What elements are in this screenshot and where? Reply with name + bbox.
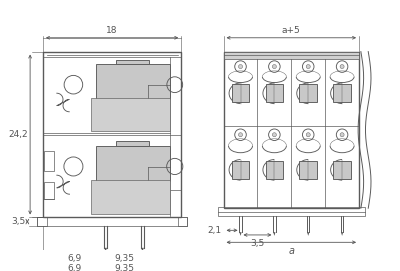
Polygon shape [104, 248, 107, 251]
Text: a: a [288, 246, 294, 256]
Circle shape [272, 133, 276, 137]
Bar [333, 85, 351, 102]
Text: 2,1: 2,1 [208, 226, 222, 235]
Polygon shape [239, 232, 242, 236]
Polygon shape [273, 232, 276, 236]
Circle shape [238, 133, 242, 137]
Bar [96, 64, 170, 99]
Circle shape [340, 64, 344, 69]
Bar [44, 151, 54, 171]
Bar [43, 51, 181, 217]
Bar [266, 85, 283, 102]
Text: 6,9: 6,9 [67, 254, 82, 263]
Bar [178, 217, 187, 226]
Bar [116, 60, 149, 64]
Text: 24,2: 24,2 [9, 130, 28, 139]
Bar [218, 207, 364, 216]
Text: a+5: a+5 [282, 26, 301, 35]
Circle shape [272, 64, 276, 69]
Bar [232, 85, 249, 102]
Bar [91, 98, 170, 131]
Bar [96, 146, 170, 181]
Bar [300, 161, 317, 179]
Bar [38, 217, 47, 226]
Text: 9,35: 9,35 [114, 254, 134, 263]
Bar [333, 161, 351, 179]
Circle shape [306, 133, 310, 137]
Text: 18: 18 [106, 26, 118, 35]
Bar [38, 217, 187, 226]
Bar [232, 161, 249, 179]
Bar [116, 141, 149, 146]
Circle shape [340, 133, 344, 137]
Polygon shape [341, 232, 343, 236]
Text: 3,5: 3,5 [11, 217, 26, 226]
Text: 9,35: 9,35 [114, 264, 134, 271]
Bar [224, 51, 359, 59]
Text: 6,9: 6,9 [67, 264, 82, 271]
Bar [43, 51, 181, 57]
Polygon shape [141, 248, 144, 251]
Polygon shape [307, 232, 309, 236]
Circle shape [238, 64, 242, 69]
Bar [266, 161, 283, 179]
Bar [224, 51, 359, 208]
Circle shape [306, 64, 310, 69]
Text: 3,5: 3,5 [250, 239, 264, 248]
Bar [44, 182, 54, 199]
Bar [300, 85, 317, 102]
Bar [91, 180, 170, 214]
